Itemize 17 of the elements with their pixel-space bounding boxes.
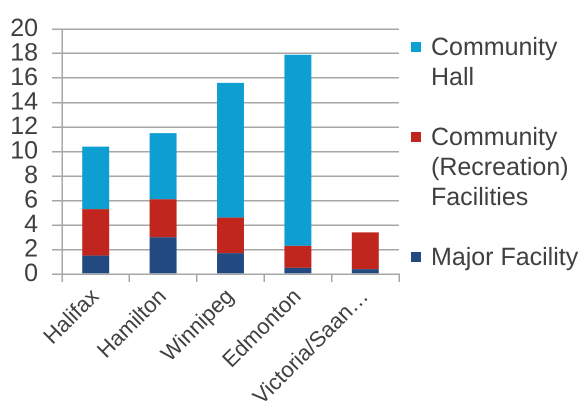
- legend-label: Community (Recreation) Facilities: [431, 122, 570, 212]
- bar: [352, 232, 379, 270]
- bar: [82, 146, 110, 210]
- bar: [82, 256, 110, 274]
- legend-label: Community Hall: [431, 32, 558, 92]
- bar: [352, 269, 379, 274]
- bar: [150, 199, 177, 238]
- bar: [150, 237, 177, 274]
- bar: [284, 246, 312, 268]
- bar: [284, 54, 312, 246]
- bar: [217, 218, 244, 254]
- bar: [82, 209, 110, 256]
- bar: [217, 253, 244, 274]
- bar: [284, 268, 312, 274]
- bar: [217, 82, 244, 218]
- legend-label: Major Facility: [431, 242, 578, 272]
- bar: [150, 133, 177, 200]
